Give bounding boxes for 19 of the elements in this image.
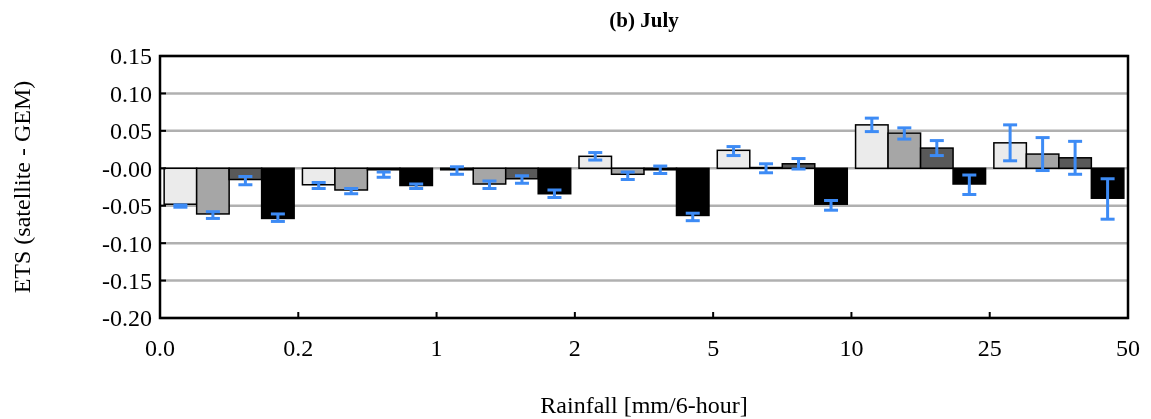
y-tick-label: -0.15 [102, 267, 152, 294]
y-tick-label: 0.05 [110, 118, 152, 145]
text: 0.2 [283, 335, 314, 361]
text: 50 [1116, 335, 1140, 361]
y-tick-label: -0.10 [102, 230, 152, 257]
text: 25 [977, 335, 1002, 361]
y-axis-title: ETS (satellite - GEM) [9, 80, 35, 294]
y-tick-label: -0.00 [102, 155, 152, 182]
text: 2 [568, 335, 581, 361]
text: 1 [430, 335, 443, 361]
y-tick-label: 0.15 [110, 43, 152, 70]
y-tick-label: 0.10 [110, 80, 152, 107]
y-tick-label: -0.05 [102, 193, 152, 220]
text: 0.0 [145, 335, 175, 361]
x-axis-title: Rainfall [mm/6-hour] [540, 392, 748, 418]
y-tick-label: -0.20 [102, 305, 152, 332]
chart-title: (b) July [609, 8, 680, 32]
text: 5 [707, 335, 720, 361]
text: 10 [839, 335, 864, 361]
